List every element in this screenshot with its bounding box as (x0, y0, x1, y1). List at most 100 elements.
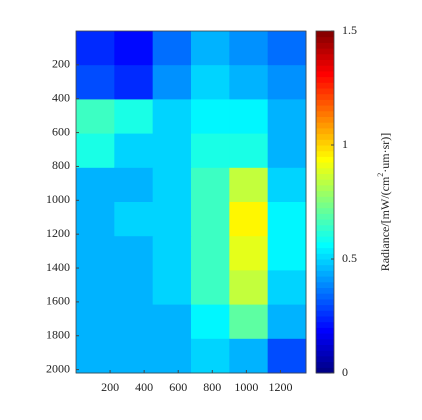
colorbar-step (316, 65, 334, 72)
heatmap-cell (267, 65, 307, 100)
heatmap-cell (76, 338, 115, 374)
x-tick-label: 400 (135, 380, 153, 394)
colorbar-step (316, 110, 334, 117)
heatmap-cell (152, 31, 192, 66)
heatmap-cell (191, 65, 230, 100)
colorbar-step (316, 105, 334, 112)
heatmap-cell (267, 338, 307, 374)
heatmap-cell (267, 133, 307, 169)
colorbar-step (316, 219, 334, 226)
heatmap-cell (191, 270, 230, 306)
heatmap-cell (267, 304, 307, 340)
heatmap-cell (114, 338, 154, 374)
colorbar-tick-label: 0.5 (342, 251, 357, 265)
y-tick-label: 1000 (46, 192, 70, 206)
heatmap-cell (114, 167, 154, 203)
heatmap-cell (152, 236, 192, 271)
colorbar-step (316, 327, 334, 334)
colorbar-label: Radiance/[mW/(cm2·um·sr)] (376, 133, 392, 272)
heatmap-cell (267, 99, 307, 135)
colorbar-step (316, 213, 334, 220)
heatmap-cell (114, 99, 154, 135)
heatmap-cell (152, 133, 192, 169)
heatmap-cell (191, 133, 230, 169)
colorbar-step (316, 361, 334, 368)
heatmap-cell (191, 236, 230, 271)
x-tick-label: 800 (203, 380, 221, 394)
colorbar-step (316, 230, 334, 237)
colorbar-step (316, 241, 334, 249)
heatmap-cell (191, 167, 230, 203)
x-tick-label: 1000 (234, 380, 258, 394)
heatmap-cell (267, 167, 307, 203)
y-tick-label: 1400 (46, 260, 70, 274)
heatmap-cell (152, 202, 192, 237)
colorbar-step (316, 298, 334, 306)
heatmap-cell (229, 167, 269, 203)
y-tick-label: 1600 (46, 294, 70, 308)
heatmap-cell (76, 270, 115, 306)
label-part: ·um·sr)] (378, 133, 392, 173)
heatmap-cell (191, 304, 230, 340)
colorbar-step (316, 99, 334, 106)
colorbar-step (316, 133, 334, 140)
heatmap-cell (191, 202, 230, 237)
heatmap-cell (152, 304, 192, 340)
colorbar-step (316, 253, 334, 260)
heatmap-cell (114, 133, 154, 169)
heatmap-cell (76, 167, 115, 203)
colorbar-step (316, 59, 334, 66)
colorbar-step (316, 53, 334, 60)
colorbar-step (316, 139, 334, 146)
colorbar-tick-label: 1.5 (342, 23, 357, 37)
colorbar-step (316, 344, 334, 351)
heatmap-cell (76, 236, 115, 271)
heatmap-cell (229, 99, 269, 135)
heatmap-cell (114, 304, 154, 340)
colorbar-step (316, 276, 334, 283)
colorbar-step (316, 116, 334, 123)
colorbar-step (316, 93, 334, 100)
colorbar-step (316, 247, 334, 254)
colorbar-step (316, 355, 334, 363)
heatmap-cell (229, 31, 269, 66)
colorbar-step (316, 150, 334, 157)
colorbar-step (316, 316, 334, 323)
heatmap-cell (152, 167, 192, 203)
y-tick-label: 400 (52, 90, 70, 104)
colorbar-frame (315, 30, 335, 374)
heatmap-cell (114, 236, 154, 271)
heatmap-cell (229, 304, 269, 340)
x-tick-label: 200 (101, 380, 119, 394)
heatmap-cell (76, 304, 115, 340)
heatmap-cell (229, 65, 269, 100)
colorbar-step (316, 196, 334, 203)
heatmap-cell (76, 133, 115, 169)
heatmap-cell (76, 65, 115, 100)
colorbar-step (316, 236, 334, 243)
colorbar-step (316, 281, 334, 288)
heatmap-cell (229, 133, 269, 169)
heatmap-cell (229, 338, 269, 374)
colorbar-step (316, 350, 334, 357)
colorbar-step (316, 122, 334, 129)
colorbar-step (316, 42, 334, 49)
colorbar-step (316, 179, 334, 186)
y-tick-label: 2000 (46, 361, 70, 375)
y-tick-label: 600 (52, 124, 70, 138)
colorbar-step (316, 333, 334, 340)
colorbar-step (316, 162, 334, 169)
colorbar-step (316, 31, 334, 38)
heatmap-cell (267, 202, 307, 237)
colorbar-step (316, 173, 334, 180)
image-area (76, 31, 307, 374)
label-superscript: 2 (376, 173, 385, 177)
label-part: Radiance/[mW/(cm (378, 176, 392, 271)
heatmap-cell (76, 202, 115, 237)
heatmap-cell (229, 270, 269, 306)
heatmap-cell (229, 236, 269, 271)
y-tick-label: 200 (52, 57, 70, 71)
colorbar-step (316, 70, 334, 78)
x-tick-label: 1200 (268, 380, 292, 394)
